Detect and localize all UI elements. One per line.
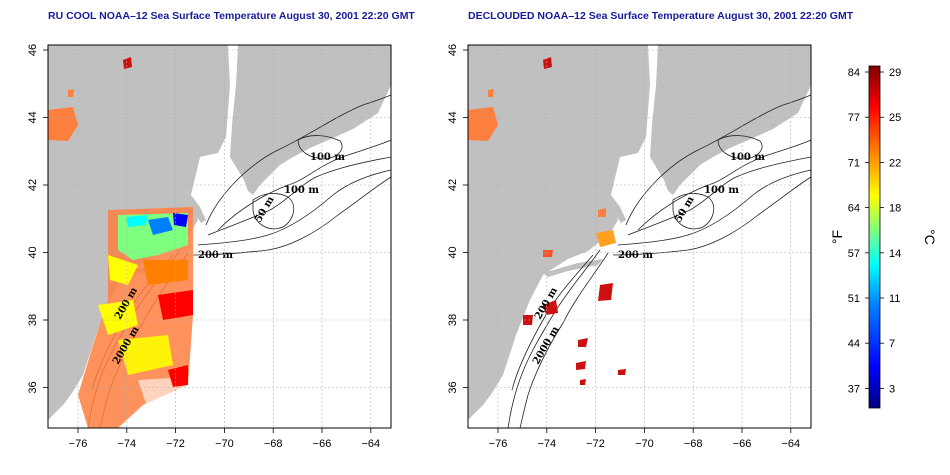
fahrenheit-tick-label: 64 [848, 203, 860, 215]
x-tick-label: −76 [489, 438, 508, 450]
fahrenheit-tick-label: 71 [848, 157, 860, 169]
contour-label: 100 m [310, 152, 345, 163]
celsius-tick-label: 14 [889, 248, 901, 260]
fahrenheit-tick-label: 37 [848, 383, 860, 395]
celsius-tick-label: 11 [889, 293, 900, 305]
celsius-tick-label: 3 [889, 383, 895, 395]
y-tick-label: 46 [447, 44, 459, 56]
contour-label: 100 m [284, 185, 319, 196]
fahrenheit-tick-label: 44 [848, 338, 860, 350]
right-map: 100 m 100 m 50 m 200 m 200 m 2000 m [468, 45, 812, 429]
y-tick-label: 38 [27, 314, 39, 326]
x-tick-label: −68 [264, 438, 283, 450]
x-tick-label: −66 [733, 438, 752, 450]
x-tick-label: −72 [586, 438, 605, 450]
y-tick-label: 42 [27, 179, 39, 191]
x-tick-label: −70 [215, 438, 234, 450]
celsius-tick-label: 22 [889, 157, 901, 169]
colorbar: 84 77 71 64 57 51 44 37 29 25 22 18 14 11 7 3 °F °C [829, 65, 938, 409]
x-tick-label: −70 [635, 438, 654, 450]
sst-swath [78, 207, 193, 428]
y-tick-label: 36 [447, 381, 459, 393]
x-tick-label: −74 [117, 438, 136, 450]
contour-label: 100 m [730, 152, 765, 163]
right-panel-title: DECLOUDED NOAA–12 Sea Surface Temperatur… [468, 10, 854, 22]
contour-label: 100 m [704, 185, 739, 196]
x-tick-label: −76 [69, 438, 88, 450]
fahrenheit-tick-label: 57 [848, 248, 860, 260]
celsius-unit-label: °C [922, 229, 938, 245]
fahrenheit-tick-label: 84 [848, 67, 860, 79]
colorbar-scale [868, 65, 881, 409]
map-frame [47, 44, 392, 429]
y-tick-label: 38 [447, 314, 459, 326]
x-tick-label: −66 [313, 438, 332, 450]
x-tick-label: −68 [684, 438, 703, 450]
fahrenheit-unit-label: °F [829, 230, 845, 244]
celsius-tick-label: 29 [889, 67, 901, 79]
y-tick-label: 44 [27, 111, 39, 123]
fahrenheit-tick-label: 77 [848, 112, 860, 124]
map-frame [467, 44, 812, 429]
y-tick-label: 46 [27, 44, 39, 56]
y-tick-label: 36 [27, 381, 39, 393]
contour-label: 200 m [618, 250, 653, 261]
fahrenheit-tick-label: 51 [848, 293, 860, 305]
x-tick-label: −64 [361, 438, 380, 450]
x-tick-label: −74 [537, 438, 556, 450]
x-tick-label: −72 [166, 438, 185, 450]
y-tick-label: 40 [27, 246, 39, 258]
y-tick-label: 42 [447, 179, 459, 191]
left-panel-title: RU COOL NOAA–12 Sea Surface Temperature … [48, 10, 415, 22]
contour-label: 200 m [198, 250, 233, 261]
left-map: 100 m 100 m 50 m 200 m 200 m 2000 m [48, 45, 392, 429]
y-tick-label: 44 [447, 111, 459, 123]
celsius-tick-label: 25 [889, 112, 901, 124]
celsius-tick-label: 18 [889, 203, 901, 215]
y-tick-label: 40 [447, 246, 459, 258]
celsius-tick-label: 7 [889, 338, 895, 350]
x-tick-label: −64 [781, 438, 800, 450]
